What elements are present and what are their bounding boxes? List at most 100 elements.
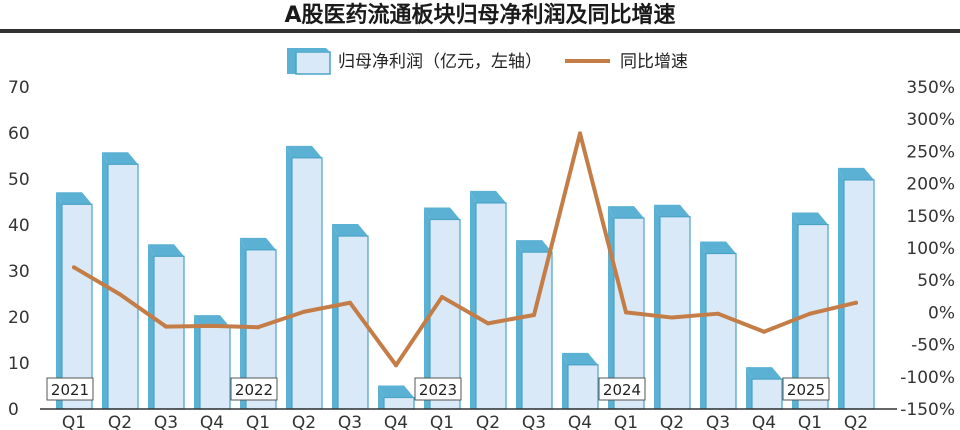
year-label-text: 2024 — [603, 381, 641, 399]
year-label-box — [414, 377, 462, 401]
year-label-box — [598, 377, 646, 401]
right-axis-tick: -100% — [900, 368, 955, 388]
bar-top — [148, 244, 184, 257]
growth-point — [624, 310, 628, 315]
bar-side — [148, 244, 154, 409]
right-axis-tick: -150% — [900, 400, 955, 420]
x-axis-tick: Q4 — [752, 413, 776, 430]
bar-top — [102, 152, 138, 165]
year-label-text: 2025 — [787, 381, 825, 399]
bar-series — [56, 145, 875, 410]
legend-bar-label: 归母净利润（亿元，左轴） — [338, 52, 542, 72]
bar-front — [153, 255, 185, 410]
bar-front — [291, 157, 323, 410]
bar-side — [240, 237, 246, 409]
bar-side — [562, 352, 568, 409]
legend-bar-swatch-top — [287, 48, 330, 52]
growth-point — [164, 324, 168, 329]
title-rule — [0, 29, 960, 33]
x-axis-tick: Q4 — [384, 413, 408, 430]
legend-line-label: 同比增速 — [620, 52, 688, 72]
bar-side — [654, 204, 660, 409]
bar-top — [332, 224, 368, 237]
right-axis-tick: 50% — [917, 271, 955, 291]
left-axis-ticks: 0 10 20 30 40 50 60 70 — [8, 78, 30, 420]
bar-side — [424, 207, 430, 409]
left-axis-tick: 0 — [8, 400, 19, 420]
bar-front — [843, 179, 875, 410]
growth-line — [72, 131, 858, 368]
bar-side — [378, 385, 384, 409]
growth-point — [808, 311, 812, 316]
bar-top — [608, 206, 644, 219]
bar-side — [332, 224, 338, 409]
x-axis-tick: Q4 — [568, 413, 592, 430]
x-axis-tick: Q2 — [660, 413, 684, 430]
year-label-box — [782, 377, 830, 401]
chart-title: A股医药流通板块归母净利润及同比增速 — [284, 2, 675, 28]
bar-side — [516, 240, 522, 409]
bar-front — [475, 202, 507, 410]
legend-bar-swatch-front — [295, 51, 331, 75]
bar — [654, 204, 691, 410]
year-labels: 2021 2022 2023 2024 2025 — [46, 377, 830, 401]
right-axis-tick: -50% — [911, 336, 955, 356]
growth-point — [302, 309, 306, 314]
year-label: 2024 — [598, 377, 646, 401]
growth-line-series — [72, 131, 858, 368]
growth-point — [486, 321, 490, 326]
year-label: 2023 — [414, 377, 462, 401]
x-axis-ticks: Q1 Q2 Q3 Q4 Q1 Q2 Q3 Q4 Q1 Q2 Q3 Q4 Q1 Q2 Q3 Q4 Q1 Q2 — [62, 413, 868, 430]
bar-side — [470, 190, 476, 409]
bar-top — [240, 237, 276, 250]
bar-top — [700, 241, 736, 254]
bar — [102, 152, 139, 410]
growth-point — [578, 131, 582, 136]
bar-top — [56, 192, 92, 205]
bar — [424, 207, 461, 410]
left-axis-tick: 20 — [8, 308, 30, 328]
growth-point — [256, 325, 260, 330]
bar-top — [792, 212, 828, 225]
bar-front — [751, 378, 783, 410]
bar-top — [654, 204, 690, 217]
bar-front — [107, 163, 139, 410]
bar-top — [286, 145, 322, 158]
bar-top — [424, 207, 460, 220]
bar-front — [199, 326, 231, 410]
bar-front — [61, 203, 93, 410]
left-axis-tick: 70 — [8, 78, 30, 98]
x-axis-tick: Q1 — [62, 413, 86, 430]
bar-front — [705, 252, 737, 410]
x-axis-tick: Q1 — [246, 413, 270, 430]
bar-front — [383, 396, 415, 410]
bar-front — [521, 251, 553, 410]
growth-point — [532, 312, 536, 317]
x-axis-tick: Q1 — [614, 413, 638, 430]
growth-point — [348, 300, 352, 305]
bar-side — [838, 167, 844, 409]
bar — [332, 224, 369, 410]
bar-top — [470, 190, 506, 203]
bar-front — [567, 364, 599, 410]
growth-point — [210, 323, 214, 328]
year-label-box — [46, 377, 94, 401]
right-axis-ticks: -150% -100% -50% 0% 50% 100% 150% 200% 250% 300% 3… — [900, 78, 955, 420]
bar — [516, 240, 553, 410]
left-axis-tick: 40 — [8, 216, 30, 236]
legend: 归母净利润（亿元，左轴） 同比增速 — [287, 48, 688, 75]
bar-side — [700, 241, 706, 409]
growth-point — [394, 363, 398, 368]
bar-top — [516, 240, 552, 253]
bar — [194, 315, 231, 410]
right-axis-tick: 200% — [906, 175, 955, 195]
right-axis-tick: 0% — [928, 303, 955, 323]
bar — [700, 241, 737, 410]
growth-point — [440, 294, 444, 299]
x-axis-tick: Q2 — [476, 413, 500, 430]
bar — [56, 192, 93, 410]
year-label: 2022 — [230, 377, 278, 401]
right-axis-tick: 350% — [906, 78, 955, 98]
growth-point — [72, 265, 76, 270]
x-axis-tick: Q4 — [200, 413, 224, 430]
